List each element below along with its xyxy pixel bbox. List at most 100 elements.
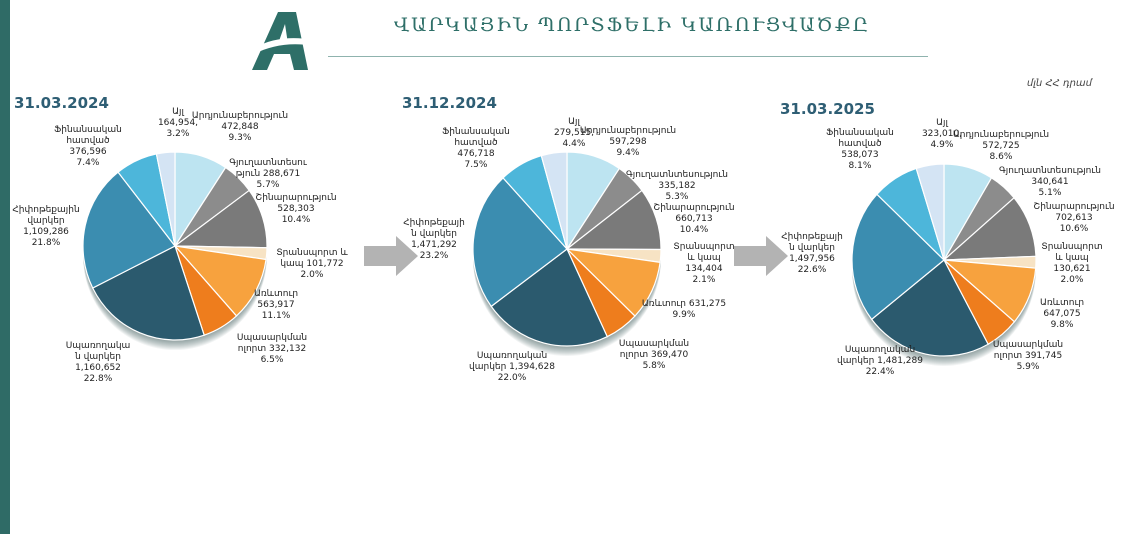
slice-label-line: 11.1%: [261, 311, 291, 321]
slice-label-line: 1,471,292: [411, 240, 457, 250]
slice-label-line: 23.2%: [419, 251, 449, 261]
slice-label-other: Այլ 164,954, 3.2%: [158, 107, 198, 140]
slice-label-line: 335,182: [658, 181, 696, 191]
slice-label-line: վարկեր 1,394,628: [469, 362, 555, 372]
slice-label-line: ն վարկեր: [411, 229, 457, 239]
slice-label-services: Սպասարկման ոլորտ 332,132 6.5%: [237, 333, 307, 366]
slice-label-line: և կապ: [1055, 253, 1089, 263]
slice-label-line: 164,954,: [157, 118, 199, 128]
slice-label-line: Սպասարկման: [236, 333, 308, 343]
slice-label-line: Գյուղատնտեսու: [229, 158, 307, 168]
units-label: մլն ՀՀ դրամ: [1026, 78, 1092, 89]
slice-label-line: 10.6%: [1059, 224, 1089, 234]
slice-label-services: Սպասարկման ոլորտ 391,745 5.9%: [993, 340, 1063, 373]
slice-label-line: 21.8%: [31, 238, 61, 248]
pie-slice-mortgage: [851, 193, 945, 321]
arrow-right-icon: [364, 236, 418, 276]
slice-label-line: 5.7%: [256, 180, 280, 190]
slice-label-line: Գյուղատնտեսություն: [626, 170, 728, 180]
slice-label-line: 340,641: [1031, 177, 1069, 187]
bank-logo-icon: [252, 12, 314, 70]
slice-label-line: 538,073: [841, 150, 879, 160]
slice-label-line: 22.6%: [797, 265, 827, 275]
slice-label-line: 22.8%: [83, 374, 113, 384]
slice-label-line: Հիփոթեքային: [12, 205, 80, 215]
pie-slice-mortgage: [472, 177, 568, 308]
slice-label-line: Առևտուր 631,275: [641, 299, 727, 309]
slice-label-line: 9.9%: [672, 310, 696, 320]
pie-slice-other: [915, 163, 945, 261]
slice-label-line: Սպառողակա: [65, 341, 131, 351]
slice-label-line: 9.4%: [616, 148, 640, 158]
slice-label-trade: Առևտուր 631,275 9.9%: [642, 299, 726, 321]
slice-label-line: 528,303: [277, 204, 315, 214]
slice-label-line: և կապ: [687, 253, 721, 263]
slice-label-line: Արդյունաբերություն: [952, 130, 1050, 140]
slice-label-agriculture: Գյուղատնտեսություն 340,641 5.1%: [999, 166, 1101, 199]
slice-label-line: Տրանսպորտ և: [276, 248, 348, 258]
slice-label-line: Արդյունաբերություն: [191, 111, 289, 121]
slice-label-line: հատված: [454, 138, 498, 148]
slice-label-line: 130,621: [1053, 264, 1091, 274]
slice-label-consumer: Սպառողական վարկեր 1,481,289 22.4%: [837, 345, 923, 378]
slice-label-mortgage: Հիփոթեքայի ն վարկեր 1,497,956 22.6%: [781, 232, 843, 276]
chart-title-1: 31.03.2024: [14, 94, 109, 112]
slice-label-industry: Արդյունաբերություն 472,848 9.3%: [192, 111, 288, 144]
slice-label-line: 7.5%: [464, 160, 488, 170]
slice-label-financial: Ֆինանսական հատված 476,718 7.5%: [442, 127, 510, 171]
slice-label-line: 323,010,: [921, 129, 963, 139]
slice-label-financial: Ֆինանսական հատված 538,073 8.1%: [826, 128, 894, 172]
slice-label-line: 22.4%: [865, 367, 895, 377]
slice-label-line: 7.4%: [76, 158, 100, 168]
slice-label-line: 5.9%: [1016, 362, 1040, 372]
slice-label-line: 6.5%: [260, 355, 284, 365]
slice-label-line: Տրանսպորտ: [673, 242, 735, 252]
chart-title-2: 31.12.2024: [402, 94, 497, 112]
left-accent-bar: [0, 0, 10, 534]
chart-title-3: 31.03.2025: [780, 100, 875, 118]
slice-label-line: Սպառողական: [476, 351, 548, 361]
slice-label-line: 660,713: [675, 214, 713, 224]
slice-label-agriculture: Գյուղատնտեսու թյուն 288,671 5.7%: [229, 158, 307, 191]
slice-label-agriculture: Գյուղատնտեսություն 335,182 5.3%: [626, 170, 728, 203]
slice-label-line: 376,596: [69, 147, 107, 157]
slice-label-line: ոլորտ 369,470: [619, 350, 689, 360]
slice-label-line: 279,515,: [553, 128, 595, 138]
slice-label-line: Ֆինանսական: [54, 125, 122, 135]
slice-label-line: 472,848: [221, 122, 259, 132]
slice-label-line: 476,718: [457, 149, 495, 159]
pie-slice-consumer: [91, 245, 205, 341]
slice-label-line: կապ 101,772: [280, 259, 344, 269]
page-title: ՎԱՐԿԱՅԻՆ ՊՈՐՏՖԵԼԻ ԿԱՌՈՒՑՎԱԾՔԸ: [393, 14, 871, 36]
arrow-right-icon: [734, 236, 788, 276]
slice-label-other: Այլ 279,515, 4.4%: [554, 117, 594, 150]
slice-label-line: 22.0%: [497, 373, 527, 383]
slice-label-transport: Տրանսպորտ և կապ 130,621 2.0%: [1041, 242, 1102, 286]
slice-label-line: Արդյունաբերություն: [579, 126, 677, 136]
slice-label-services: Սպասարկման ոլորտ 369,470 5.8%: [619, 339, 689, 372]
slice-label-line: հատված: [838, 139, 882, 149]
slice-label-line: 1,160,652: [75, 363, 121, 373]
pie-slice-trade: [173, 245, 267, 317]
slice-label-line: վարկեր 1,481,289: [837, 356, 923, 366]
slice-label-line: 5.3%: [665, 192, 689, 202]
slice-label-line: Առևտուր: [1039, 298, 1085, 308]
slice-label-line: 597,298: [609, 137, 647, 147]
slice-label-industry: Արդյունաբերություն 572,725 8.6%: [953, 130, 1049, 163]
slice-label-line: ոլորտ 391,745: [993, 351, 1063, 361]
slice-label-line: հատված: [66, 136, 110, 146]
slice-label-mortgage: Հիփոթեքայի ն վարկեր 1,471,292 23.2%: [403, 218, 465, 262]
pie-slice-mortgage: [82, 171, 176, 289]
slice-label-construction: Շինարարություն 660,713 10.4%: [653, 203, 734, 236]
slice-label-line: 2.0%: [1060, 275, 1084, 285]
slice-label-line: 8.6%: [989, 152, 1013, 162]
slice-label-line: 4.9%: [930, 140, 954, 150]
slice-label-line: 647,075: [1043, 309, 1081, 319]
title-divider: [328, 56, 928, 57]
slice-label-line: թյուն 288,671: [235, 169, 301, 179]
slice-label-line: 8.1%: [848, 161, 872, 171]
slice-label-line: Այլ: [172, 107, 184, 117]
slice-label-line: 1,109,286: [23, 227, 69, 237]
slice-label-line: 1,497,956: [789, 254, 835, 264]
